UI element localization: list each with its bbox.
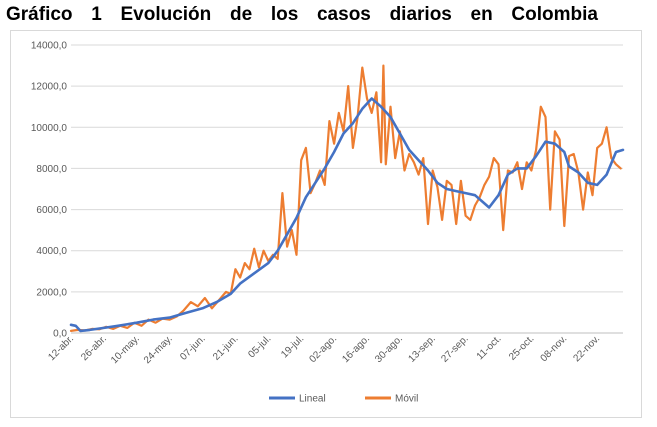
x-tick-label: 10-may. <box>109 333 142 366</box>
x-tick-label: 13-sep. <box>406 333 437 364</box>
y-tick-label: 10000,0 <box>31 123 68 134</box>
x-tick-label: 26-abr. <box>79 333 109 363</box>
y-tick-label: 6000,0 <box>36 205 67 216</box>
legend-label: Lineal <box>299 394 326 405</box>
x-axis-ticks: 12-abr. 26-abr. 10-may. 24-may. 07-jun. 21-ju… <box>46 333 602 366</box>
series-line-movil <box>69 64 622 332</box>
x-tick-label: 05-jul. <box>246 333 273 360</box>
y-tick-label: 0,0 <box>53 329 67 340</box>
x-tick-label: 22-nov. <box>571 333 602 364</box>
x-tick-label: 24-may. <box>142 333 175 366</box>
y-tick-label: 8000,0 <box>36 164 67 175</box>
series-lines <box>69 64 625 333</box>
line-chart: 0,0 2000,0 4000,0 6000,0 8000,0 10000,0 12000,… <box>31 41 625 405</box>
x-tick-label: 25-oct. <box>507 333 536 362</box>
y-axis-ticks: 0,0 2000,0 4000,0 6000,0 8000,0 10000,0 12000,… <box>31 41 68 340</box>
x-tick-label: 30-ago. <box>373 333 405 365</box>
gridlines <box>71 44 623 334</box>
x-tick-label: 19-jul. <box>279 333 306 360</box>
y-tick-label: 12000,0 <box>31 82 68 93</box>
y-tick-label: 2000,0 <box>36 287 67 298</box>
y-tick-label: 4000,0 <box>36 246 67 257</box>
x-tick-label: 02-ago. <box>307 333 339 365</box>
x-tick-label: 07-jun. <box>178 333 207 362</box>
x-tick-label: 27-sep. <box>439 333 470 364</box>
x-tick-label: 08-nov. <box>539 333 570 364</box>
series-line-lineal <box>69 97 625 333</box>
x-tick-label: 11-oct. <box>475 333 504 362</box>
x-tick-label: 21-jun. <box>211 333 240 362</box>
legend: Lineal Móvil <box>269 394 418 405</box>
chart-title: Gráfico 1 Evolución de los casos diarios… <box>6 4 598 25</box>
x-tick-label: 16-ago. <box>340 333 372 365</box>
chart-area: 0,0 2000,0 4000,0 6000,0 8000,0 10000,0 12000,… <box>10 30 642 418</box>
y-tick-label: 14000,0 <box>31 41 68 52</box>
legend-label: Móvil <box>395 394 418 405</box>
